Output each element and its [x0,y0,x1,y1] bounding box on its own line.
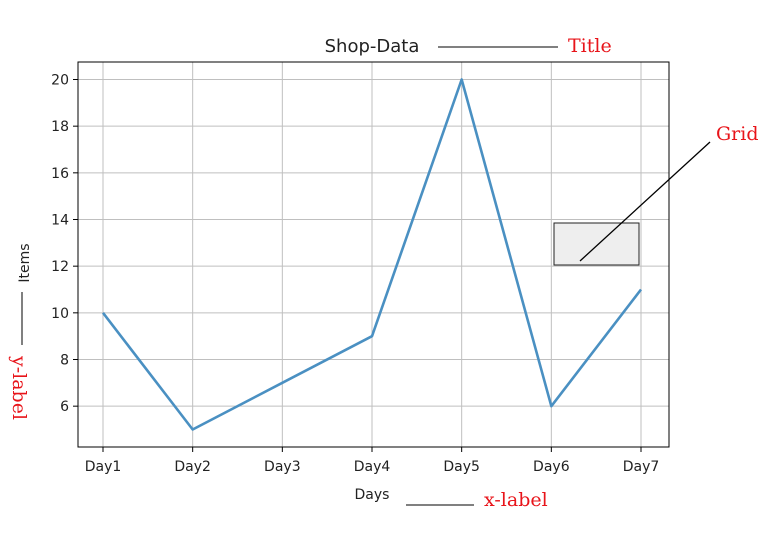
x-tick-label: Day7 [623,459,660,475]
y-tick-label: 6 [60,399,69,415]
chart-title: Shop-Data [325,36,420,57]
x-tick-label: Day5 [443,459,480,475]
grid-pointer-line [579,141,711,262]
y-axis-title: Items [17,243,33,282]
y-tick-label: 12 [51,259,69,275]
plot-frame [77,61,670,448]
x-tick-label: Day3 [264,459,301,475]
x-tick-label: Day4 [354,459,391,475]
y-tick-label: 8 [60,353,69,369]
title-annotation-label: Title [568,35,612,57]
grid-annotation-label: Grid [716,123,759,145]
tick-layer: Day1 Day2 Day3 Day4 Day5 Day6 Day7 6 8 10 12 14 16 18… [51,73,659,476]
x-tick-label: Day1 [85,459,122,475]
y-tick-label: 14 [51,213,69,229]
shop-data-line [101,78,643,431]
x-tick-label: Day2 [174,459,211,475]
x-axis-title: Days [355,487,390,503]
y-tick-label: 10 [51,306,69,322]
y-tick-label: 16 [51,166,69,182]
grid-highlight-box [553,222,640,266]
x-tick-label: Day6 [533,459,570,475]
xlabel-annotation-label: x-label [484,489,548,511]
y-tick-label: 18 [51,119,69,135]
y-tick-label: 20 [51,73,69,89]
series-layer [101,78,643,431]
grid-layer [78,62,669,447]
ylabel-annotation-label: y-label [8,355,30,420]
